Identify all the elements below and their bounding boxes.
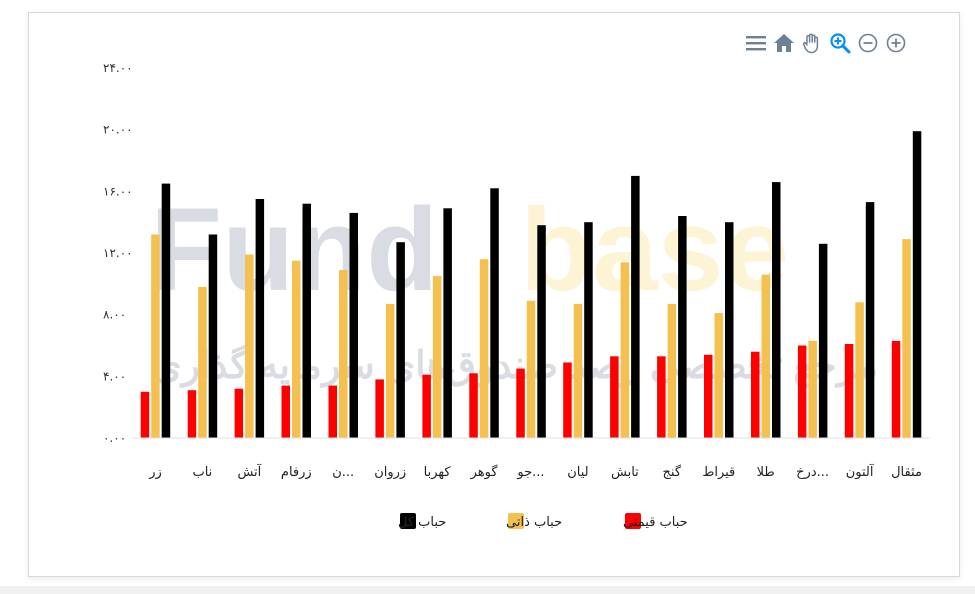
bar-series-2-cat-8[interactable]: [479, 259, 489, 438]
bars-group: [140, 131, 922, 439]
bar-series-2-cat-17[interactable]: [902, 239, 911, 438]
bar-series-3-cat-16[interactable]: [865, 202, 875, 438]
y-tick-label: ۲۴.۰۰: [103, 61, 133, 75]
bar-series-1-cat-13[interactable]: [704, 354, 713, 439]
bar-series-1-cat-9[interactable]: [516, 368, 525, 438]
bar-series-1-cat-12[interactable]: [657, 356, 666, 438]
bar-series-3-cat-12[interactable]: [678, 216, 687, 438]
bar-series-2-cat-13[interactable]: [714, 313, 724, 438]
legend-swatch[interactable]: [400, 513, 416, 529]
legend-label[interactable]: حباب ذاتی: [506, 515, 562, 530]
x-tick-label: طلا: [757, 465, 775, 480]
zoom-in-icon[interactable]: [826, 30, 854, 56]
bar-series-1-cat-6[interactable]: [375, 379, 384, 438]
bar-series-2-cat-12[interactable]: [667, 303, 677, 438]
x-tick-label: لیان: [567, 465, 588, 480]
bar-series-3-cat-8[interactable]: [490, 188, 499, 438]
bar-series-2-cat-11[interactable]: [620, 262, 630, 439]
x-tick-label: ناب: [192, 465, 212, 480]
bar-series-3-cat-9[interactable]: [537, 225, 546, 438]
chart-toolbar: [742, 30, 910, 56]
bar-series-3-cat-4[interactable]: [302, 203, 312, 438]
bar-series-1-cat-4[interactable]: [281, 385, 291, 438]
bar-series-1-cat-3[interactable]: [234, 388, 244, 438]
bar-series-3-cat-1[interactable]: [161, 183, 171, 438]
bar-series-1-cat-2[interactable]: [187, 390, 197, 438]
x-tick-label: گوهر: [470, 464, 499, 480]
bar-series-2-cat-9[interactable]: [526, 300, 536, 438]
bar-series-1-cat-10[interactable]: [563, 362, 572, 439]
watermark-brand-right: base: [520, 184, 789, 316]
y-tick-label: ۱۲.۰۰: [103, 246, 133, 260]
bar-series-2-cat-10[interactable]: [573, 303, 583, 438]
y-tick-label: ۱۶.۰۰: [103, 184, 133, 198]
bar-series-2-cat-16[interactable]: [855, 302, 864, 438]
home-icon[interactable]: [770, 30, 798, 56]
legend[interactable]: حباب قیمتی حباب ذاتی حباب کل: [398, 513, 688, 530]
legend-label[interactable]: حباب کل: [398, 515, 446, 530]
x-tick-label: جو...: [516, 465, 544, 480]
page-bottom-strip: [0, 586, 975, 594]
x-tick-label: درخ...: [796, 465, 829, 480]
bar-series-3-cat-11[interactable]: [631, 175, 640, 438]
y-axis-ticks: ۰.۰۰ ۴.۰۰ ۸.۰۰ ۱۲.۰۰ ۱۶.۰۰ ۲۰.۰۰ ۲۴.۰۰: [103, 61, 133, 445]
bar-series-2-cat-6[interactable]: [385, 303, 395, 438]
y-tick-label: ۲۰.۰۰: [103, 123, 133, 137]
zoom-out-circle-icon[interactable]: [854, 30, 882, 56]
x-tick-label: آتش: [237, 463, 262, 480]
bar-series-2-cat-7[interactable]: [432, 276, 442, 438]
legend-swatch[interactable]: [625, 513, 641, 529]
bar-series-1-cat-1[interactable]: [140, 391, 150, 439]
bar-series-1-cat-15[interactable]: [797, 345, 807, 439]
bar-series-1-cat-8[interactable]: [469, 373, 478, 439]
legend-label[interactable]: حباب قیمتی: [623, 515, 688, 530]
x-tick-label: ن...: [332, 465, 354, 480]
x-tick-label: کهربا: [424, 465, 452, 480]
pan-hand-icon[interactable]: [798, 30, 826, 56]
bar-series-3-cat-7[interactable]: [443, 208, 452, 438]
bar-series-3-cat-13[interactable]: [725, 222, 734, 438]
x-tick-label: زر: [148, 465, 162, 480]
bar-series-2-cat-2[interactable]: [198, 286, 207, 438]
bar-series-3-cat-2[interactable]: [208, 234, 218, 439]
x-tick-label: گنج: [663, 464, 682, 480]
bar-series-1-cat-7[interactable]: [422, 374, 431, 438]
legend-swatch[interactable]: [508, 513, 524, 529]
bar-series-3-cat-6[interactable]: [396, 242, 405, 438]
bar-series-3-cat-14[interactable]: [772, 182, 781, 438]
bar-series-3-cat-10[interactable]: [584, 222, 593, 438]
zoom-in-circle-icon[interactable]: [882, 30, 910, 56]
bar-series-2-cat-1[interactable]: [151, 234, 160, 439]
bar-series-1-cat-5[interactable]: [328, 385, 338, 438]
x-tick-label: مثقال: [891, 465, 922, 480]
bar-series-2-cat-3[interactable]: [245, 254, 254, 439]
menu-icon[interactable]: [742, 30, 770, 56]
x-tick-label: قیراط: [702, 465, 735, 480]
x-axis-ticks: زر ناب آتش زرفام ن... زروان کهربا گوهر جو... لیان…: [148, 463, 922, 480]
bar-series-2-cat-5[interactable]: [339, 270, 348, 438]
x-tick-label: زروان: [374, 465, 406, 480]
bar-series-1-cat-14[interactable]: [751, 351, 760, 438]
y-tick-label: ۰.۰۰: [103, 431, 126, 445]
bar-series-3-cat-3[interactable]: [255, 199, 265, 438]
y-tick-label: ۴.۰۰: [103, 369, 126, 383]
bar-series-2-cat-14[interactable]: [761, 274, 771, 438]
bar-series-2-cat-4[interactable]: [292, 260, 301, 438]
x-tick-label: آلتون: [846, 463, 875, 480]
bar-series-3-cat-5[interactable]: [349, 212, 359, 438]
y-tick-label: ۸.۰۰: [103, 308, 126, 322]
x-tick-label: تابش: [611, 465, 639, 480]
bar-series-1-cat-17[interactable]: [891, 340, 901, 438]
bar-series-2-cat-15[interactable]: [808, 340, 817, 438]
bar-series-3-cat-17[interactable]: [912, 131, 922, 438]
bar-series-1-cat-11[interactable]: [610, 356, 619, 438]
bar-series-1-cat-16[interactable]: [844, 344, 854, 438]
bar-series-3-cat-15[interactable]: [818, 243, 828, 439]
x-tick-label: زرفام: [281, 465, 312, 480]
